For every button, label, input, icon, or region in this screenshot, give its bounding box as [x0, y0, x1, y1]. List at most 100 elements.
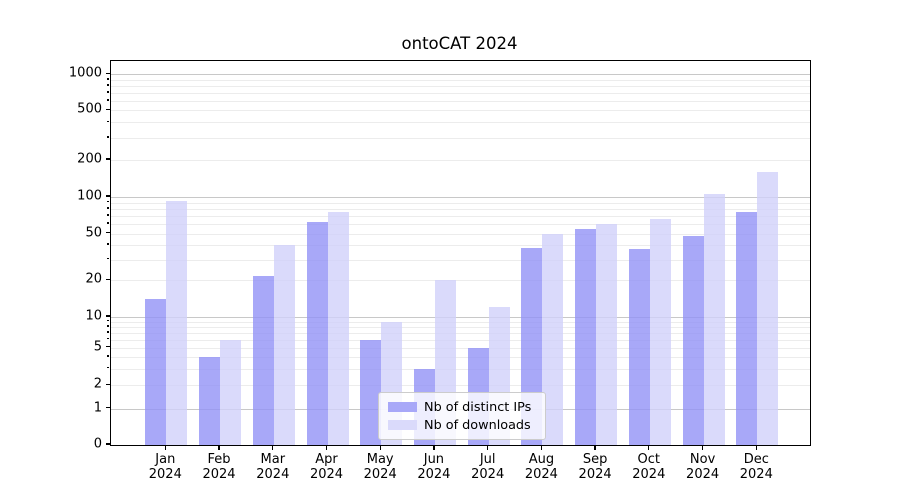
y-minor-tick-6	[107, 338, 110, 340]
x-tick-may	[379, 445, 381, 450]
y-minor-tick-400	[107, 120, 110, 123]
bar-distinct-ips-jan	[145, 299, 167, 445]
bar-distinct-ips-oct	[628, 249, 650, 445]
y-tick-label-20: 20	[85, 271, 102, 287]
y-minor-tick-80	[107, 207, 110, 209]
legend-swatch-downloads	[388, 420, 417, 430]
y-tick-2	[105, 383, 110, 385]
legend: Nb of distinct IPs Nb of downloads	[378, 392, 546, 440]
legend-label-distinct-ips: Nb of distinct IPs	[424, 399, 532, 415]
legend-row-distinct-ips: Nb of distinct IPs	[379, 401, 545, 414]
y-tick-label-500: 500	[77, 101, 102, 117]
plot-area: Nb of distinct IPs Nb of downloads	[110, 60, 811, 446]
y-minor-tick-600	[107, 99, 110, 101]
chart-title: ontoCAT 2024	[401, 34, 518, 53]
minor-gridline-500	[111, 110, 810, 112]
bar-downloads-mar	[273, 245, 295, 445]
x-tick-label-dec: Dec 2024	[739, 452, 773, 482]
y-tick-20	[105, 278, 110, 280]
x-tick-label-jun: Jun 2024	[417, 452, 451, 482]
minor-gridline-7	[111, 332, 810, 334]
x-tick-label-apr: Apr 2024	[309, 452, 344, 482]
x-tick-label-sep: Sep 2024	[578, 452, 612, 482]
bar-distinct-ips-apr	[306, 221, 328, 445]
y-tick-label-50: 50	[85, 225, 102, 241]
x-tick-nov	[701, 445, 704, 450]
y-tick-10	[105, 315, 110, 317]
y-minor-tick-9	[107, 320, 110, 322]
x-tick-label-nov: Nov 2024	[686, 452, 720, 482]
x-tick-jul	[487, 445, 489, 450]
y-tick-label-1: 1	[93, 400, 102, 416]
bar-distinct-ips-nov	[682, 235, 704, 445]
minor-gridline-60	[111, 224, 810, 225]
minor-gridline-4	[111, 356, 810, 358]
y-minor-tick-70	[107, 214, 110, 216]
minor-gridline-300	[111, 138, 810, 139]
y-minor-tick-3	[107, 367, 110, 369]
y-minor-tick-700	[107, 91, 110, 93]
y-minor-tick-4	[107, 355, 110, 357]
x-tick-label-aug: Aug 2024	[524, 452, 558, 482]
x-tick-label-mar: Mar 2024	[256, 452, 290, 482]
minor-gridline-70	[111, 215, 810, 217]
minor-gridline-400	[111, 122, 810, 124]
minor-gridline-800	[111, 85, 810, 87]
x-tick-label-jan: Jan 2024	[148, 452, 182, 482]
x-tick-label-jul: Jul 2024	[471, 452, 505, 482]
x-tick-aug	[540, 445, 543, 450]
y-tick-1000	[105, 72, 110, 74]
minor-gridline-50	[111, 233, 810, 235]
minor-gridline-8	[111, 326, 810, 328]
y-tick-label-0: 0	[93, 436, 102, 452]
y-minor-tick-40	[107, 243, 110, 245]
minor-gridline-6	[111, 339, 810, 341]
minor-gridline-5	[111, 347, 810, 349]
y-tick-label-2: 2	[93, 376, 102, 392]
minor-gridline-3	[111, 368, 810, 370]
bar-downloads-aug	[542, 233, 564, 445]
bar-downloads-feb	[220, 339, 241, 445]
bar-distinct-ips-may	[360, 339, 382, 445]
bar-distinct-ips-feb	[199, 356, 220, 445]
y-tick-1	[105, 407, 110, 409]
bar-downloads-oct	[649, 219, 671, 445]
bar-downloads-nov	[703, 194, 725, 445]
y-tick-0	[105, 443, 110, 445]
x-tick-dec	[755, 445, 757, 450]
y-tick-label-5: 5	[93, 339, 102, 355]
bar-distinct-ips-mar	[252, 275, 274, 445]
y-minor-tick-30	[107, 258, 110, 260]
y-tick-100	[105, 195, 110, 197]
major-gridline-100	[111, 197, 810, 198]
bar-distinct-ips-sep	[575, 228, 597, 445]
legend-row-downloads: Nb of downloads	[379, 419, 545, 432]
minor-gridline-90	[111, 202, 810, 204]
y-tick-label-10: 10	[85, 308, 102, 324]
y-minor-tick-7	[107, 331, 110, 333]
x-tick-mar	[272, 445, 274, 450]
y-tick-5	[105, 346, 110, 348]
x-tick-label-may: May 2024	[363, 452, 397, 482]
y-tick-200	[105, 158, 110, 160]
major-gridline-10	[111, 317, 810, 318]
minor-gridline-30	[111, 259, 810, 261]
x-tick-sep	[594, 445, 596, 450]
legend-label-downloads: Nb of downloads	[424, 417, 531, 433]
y-minor-tick-900	[107, 78, 110, 80]
minor-gridline-80	[111, 208, 810, 210]
bar-distinct-ips-dec	[736, 212, 758, 445]
x-tick-oct	[648, 445, 650, 450]
y-minor-tick-60	[107, 222, 110, 224]
x-tick-label-oct: Oct 2024	[632, 452, 666, 482]
y-tick-500	[105, 108, 110, 110]
x-tick-feb	[218, 445, 220, 450]
x-tick-jan	[164, 445, 166, 450]
y-minor-tick-8	[107, 325, 110, 327]
minor-gridline-2	[111, 385, 810, 387]
y-minor-tick-90	[107, 201, 110, 203]
x-tick-apr	[325, 445, 328, 450]
y-minor-tick-800	[107, 84, 110, 86]
minor-gridline-40	[111, 245, 810, 246]
